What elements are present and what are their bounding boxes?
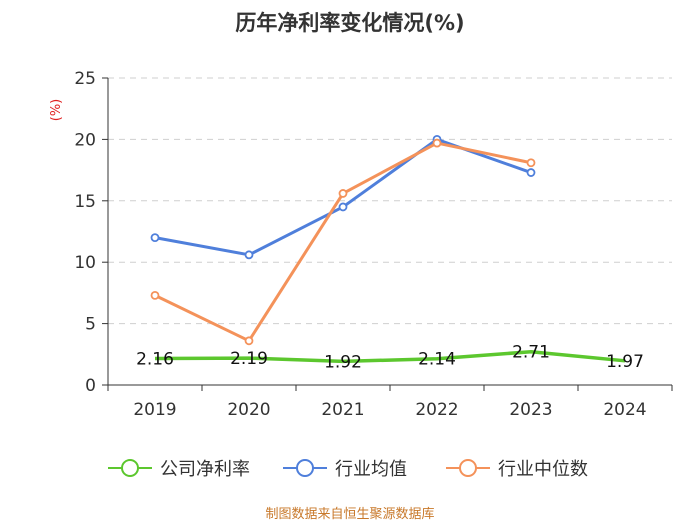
- data-labels: 2.16 2.19 1.92 2.14 2.71 1.97: [136, 343, 644, 373]
- data-point[interactable]: [244, 336, 254, 346]
- x-tick-label: 2024: [603, 400, 646, 420]
- data-point[interactable]: [526, 158, 536, 168]
- data-point[interactable]: [244, 250, 254, 260]
- data-label: 2.19: [230, 349, 268, 369]
- series-line: [154, 141, 532, 343]
- y-tick-label: 15: [74, 192, 96, 212]
- source-note: 制图数据来自恒生聚源数据库: [265, 506, 434, 522]
- y-tick-label: 10: [74, 253, 96, 273]
- x-tick-label: 2020: [227, 400, 270, 420]
- data-label: 1.97: [606, 352, 644, 372]
- gridlines: [108, 77, 672, 325]
- legend-item[interactable]: 行业中位数: [446, 459, 588, 480]
- series-lines: [150, 134, 626, 364]
- y-tick-label: 0: [85, 376, 96, 396]
- x-tick-label: 2023: [509, 400, 552, 420]
- legend-marker: [459, 459, 477, 477]
- data-point[interactable]: [526, 168, 536, 177]
- legend-label: 公司净利率: [160, 459, 250, 480]
- x-tick-label: 2022: [415, 400, 458, 420]
- legend-item[interactable]: 公司净利率: [108, 459, 250, 480]
- y-tick-label: 5: [85, 315, 96, 335]
- legend-marker: [121, 459, 139, 477]
- data-label: 2.71: [512, 343, 550, 363]
- data-point[interactable]: [338, 189, 348, 198]
- data-label: 1.92: [324, 352, 362, 372]
- y-tick-label: 25: [74, 69, 96, 89]
- axes: 0 5 10 15 20 25 2019 2020 2021 2022 2023 2024: [74, 69, 673, 420]
- series-0: [154, 349, 626, 364]
- legend-label: 行业均值: [335, 459, 407, 480]
- data-point[interactable]: [338, 202, 348, 212]
- series-2: [150, 138, 536, 346]
- y-tick-label: 20: [74, 130, 96, 150]
- data-point[interactable]: [150, 233, 160, 243]
- series-line: [154, 349, 626, 364]
- data-point[interactable]: [432, 138, 442, 148]
- x-tick-label: 2019: [133, 400, 176, 420]
- chart-title: 历年净利率变化情况(%): [235, 11, 464, 35]
- legend-item[interactable]: 行业均值: [283, 459, 407, 480]
- data-label: 2.14: [418, 350, 456, 370]
- legend-label: 行业中位数: [498, 459, 588, 480]
- data-point[interactable]: [150, 290, 160, 300]
- legend[interactable]: 公司净利率 行业均值 行业中位数: [108, 459, 588, 480]
- data-label: 2.16: [136, 349, 174, 369]
- x-tick-label: 2021: [321, 400, 364, 420]
- legend-marker: [296, 459, 314, 477]
- y-axis-unit-label: (%): [49, 99, 64, 122]
